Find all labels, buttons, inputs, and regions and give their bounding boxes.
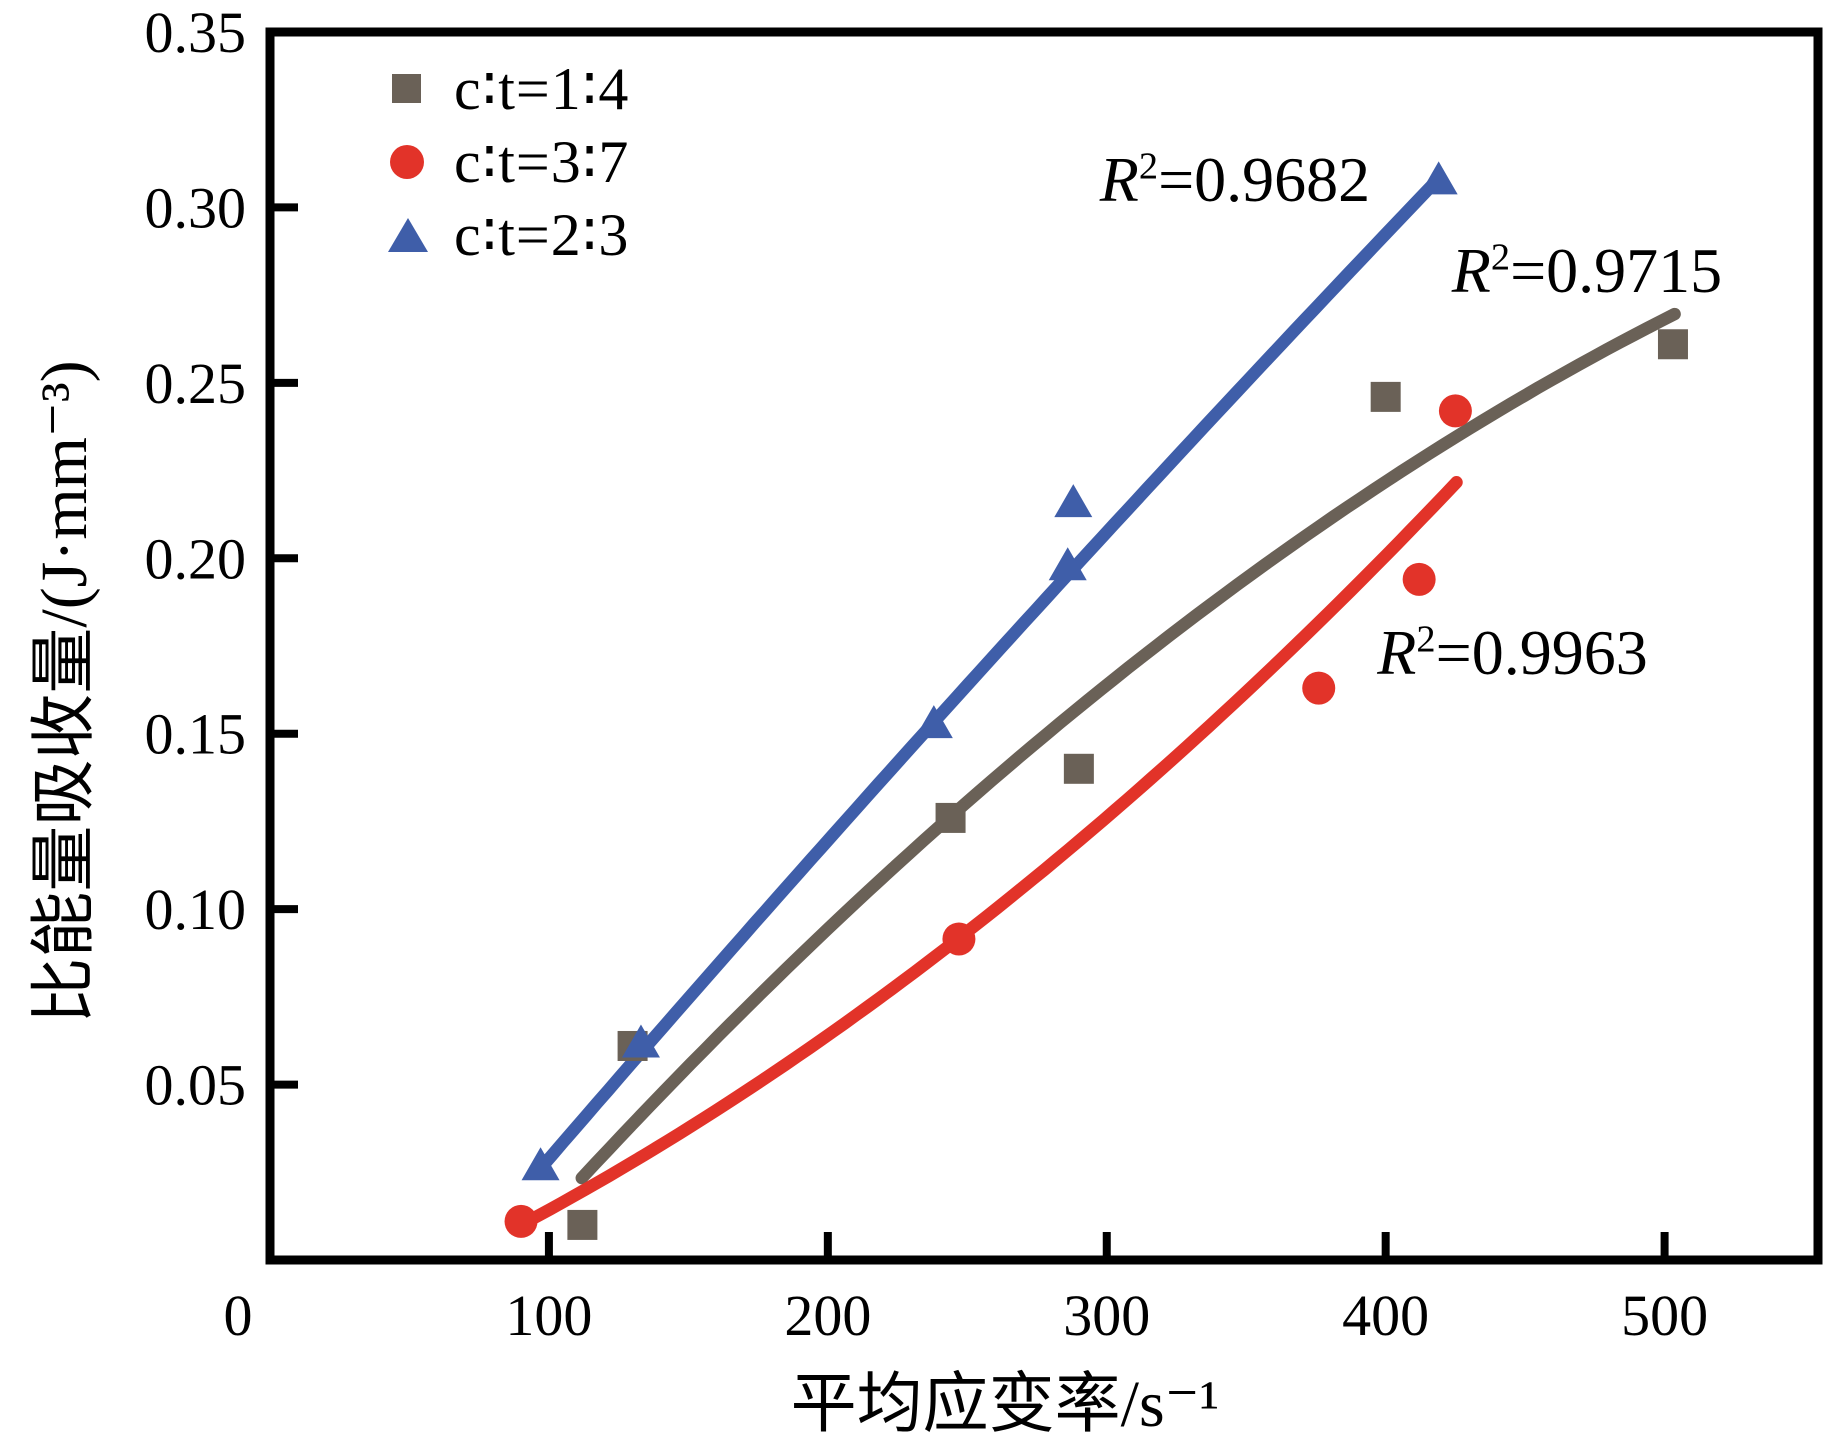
data-point-square <box>1657 329 1688 360</box>
triangle-marker-icon <box>388 217 428 252</box>
data-point-triangle <box>521 1147 560 1181</box>
data-point-circle <box>942 922 976 956</box>
y-tick-label: 0.25 <box>145 351 247 416</box>
square-marker-icon <box>392 74 421 103</box>
x-tick-label: 300 <box>1063 1283 1150 1348</box>
r-symbol: R <box>1451 234 1491 306</box>
r-exponent: 2 <box>1490 236 1511 279</box>
r-squared-annotation: R2=0.9963 <box>1377 616 1647 690</box>
data-point-square <box>567 1209 598 1240</box>
legend-label: c∶t=2∶3 <box>454 201 630 268</box>
legend-label: c∶t=3∶7 <box>454 128 630 195</box>
x-tick-label: 500 <box>1621 1283 1708 1348</box>
r-squared-value: =0.9963 <box>1435 617 1648 688</box>
y-tick-label: 0.20 <box>145 526 247 591</box>
data-point-triangle <box>1419 161 1458 195</box>
y-tick-label: 0.30 <box>145 175 247 240</box>
circle-marker-icon <box>390 144 424 179</box>
r-exponent: 2 <box>1416 618 1436 661</box>
fit-curve-square <box>575 307 1681 1185</box>
data-point-circle <box>1402 562 1436 596</box>
legend: c∶t=1∶4 c∶t=3∶7 c∶t=2∶3 <box>388 52 629 271</box>
data-point-triangle <box>1048 547 1087 581</box>
data-point-square <box>1370 381 1401 412</box>
y-tick-label: 0.35 <box>145 0 247 65</box>
data-point-circle <box>1438 394 1472 428</box>
r-squared-value: =0.9715 <box>1510 234 1723 306</box>
legend-item: c∶t=2∶3 <box>388 198 629 271</box>
fit-curve-circle <box>508 476 1463 1235</box>
r-squared-value: =0.9682 <box>1158 144 1371 216</box>
y-tick-label: 0.10 <box>145 877 247 942</box>
x-tick-label: 0 <box>224 1283 253 1348</box>
r-symbol: R <box>1099 144 1139 216</box>
legend-label: c∶t=1∶4 <box>454 55 630 122</box>
r-symbol: R <box>1377 617 1417 688</box>
r-squared-annotation: R2=0.9715 <box>1452 234 1722 308</box>
x-tick-label: 200 <box>784 1283 871 1348</box>
y-axis-title: 比能量吸收量/(J·mm⁻³) <box>28 360 101 1024</box>
r-squared-annotation: R2=0.9682 <box>1100 143 1370 217</box>
x-tick-label: 100 <box>505 1283 592 1348</box>
data-point-triangle <box>914 705 953 739</box>
r-exponent: 2 <box>1138 145 1159 188</box>
legend-item: c∶t=1∶4 <box>388 52 629 125</box>
data-point-triangle <box>621 1024 660 1058</box>
data-point-square <box>1063 753 1094 784</box>
fit-curve-triangle <box>534 171 1447 1175</box>
data-point-square <box>935 802 966 833</box>
data-point-circle <box>504 1204 538 1238</box>
plot-frame <box>265 27 1823 1265</box>
data-point-triangle <box>1054 484 1093 518</box>
x-tick-label: 400 <box>1342 1283 1429 1348</box>
y-tick-label: 0.15 <box>145 702 247 767</box>
data-point-circle <box>1302 671 1336 705</box>
x-axis-title: 平均应变率/s⁻¹ <box>790 1368 1220 1441</box>
y-tick-label: 0.05 <box>145 1053 247 1118</box>
legend-item: c∶t=3∶7 <box>388 125 629 198</box>
